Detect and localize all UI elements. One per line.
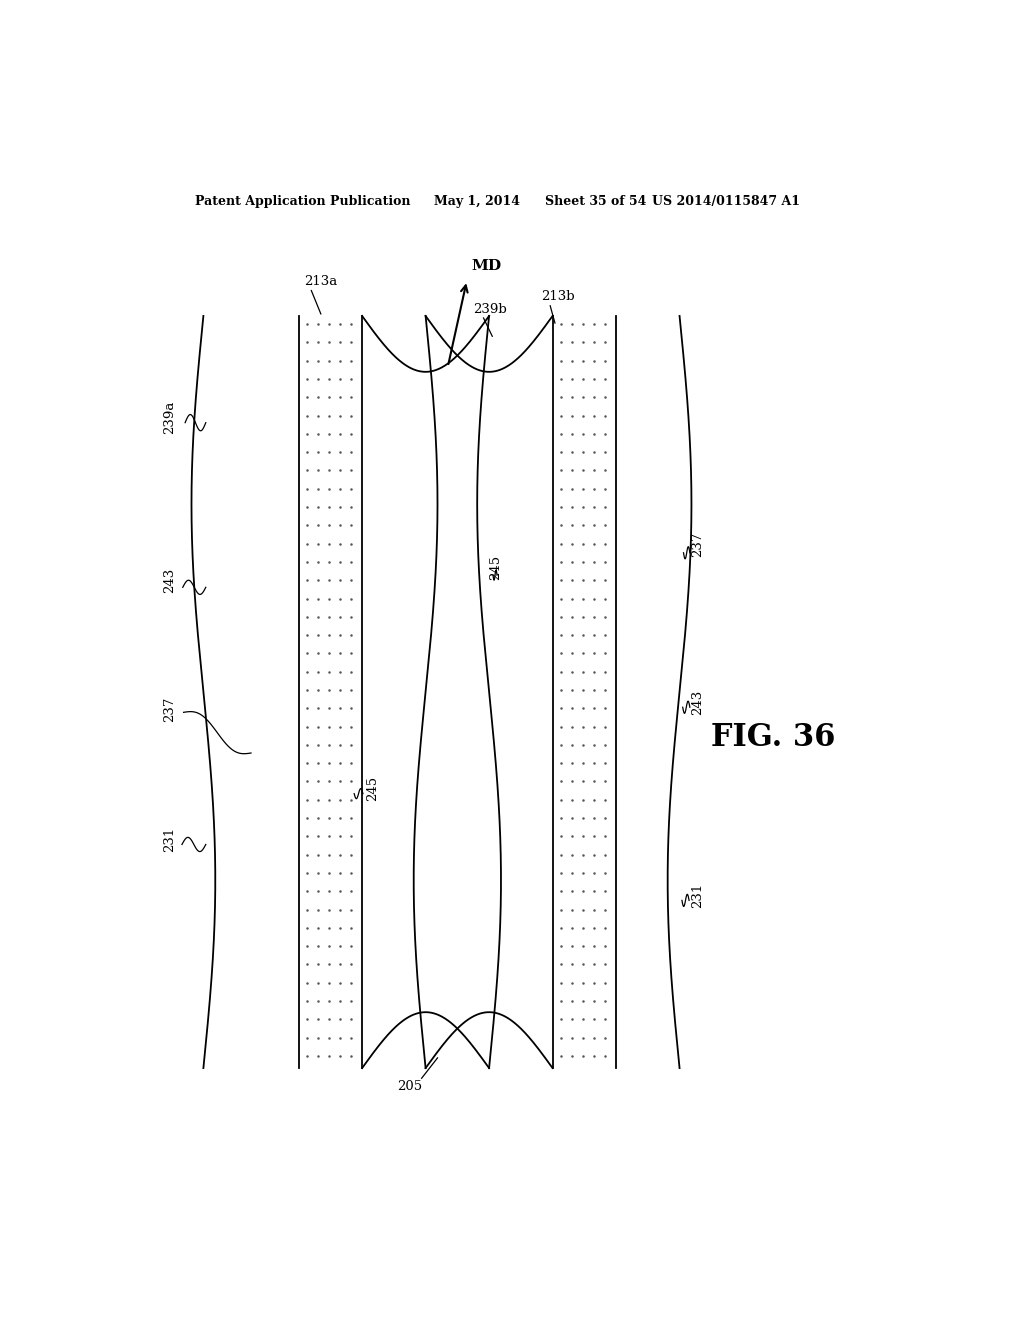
- Text: 237: 237: [163, 697, 176, 722]
- Text: MD: MD: [472, 259, 502, 273]
- Text: Sheet 35 of 54: Sheet 35 of 54: [545, 194, 646, 207]
- Text: 239a: 239a: [163, 401, 176, 434]
- Text: 237: 237: [691, 532, 705, 557]
- Text: 231: 231: [691, 883, 705, 908]
- Text: 245: 245: [367, 776, 379, 801]
- Text: 239b: 239b: [473, 304, 507, 315]
- Text: 213b: 213b: [541, 289, 574, 302]
- Text: 245: 245: [489, 554, 502, 579]
- Text: US 2014/0115847 A1: US 2014/0115847 A1: [652, 194, 800, 207]
- Text: Patent Application Publication: Patent Application Publication: [196, 194, 411, 207]
- Text: 213a: 213a: [304, 276, 338, 289]
- Text: 231: 231: [163, 826, 176, 851]
- Text: 205: 205: [397, 1080, 422, 1093]
- Text: FIG. 36: FIG. 36: [712, 722, 836, 754]
- Text: 243: 243: [691, 689, 705, 715]
- Text: May 1, 2014: May 1, 2014: [433, 194, 519, 207]
- Text: 243: 243: [163, 568, 176, 593]
